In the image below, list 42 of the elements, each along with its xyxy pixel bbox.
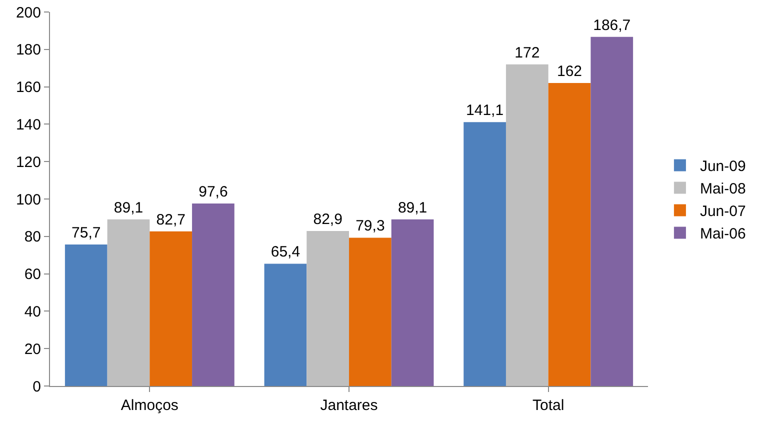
y-tick-label: 20: [24, 340, 41, 358]
bar: [264, 264, 307, 386]
data-label: 65,4: [270, 244, 300, 261]
y-tick-label: 40: [24, 303, 41, 320]
data-label: 89,1: [398, 199, 428, 216]
y-tick-label: 200: [16, 4, 41, 22]
y-tick-label: 140: [16, 116, 41, 134]
data-label: 82,7: [156, 211, 186, 228]
data-label: 162: [556, 63, 582, 80]
bar: [192, 203, 234, 386]
y-tick-label: 60: [24, 266, 41, 284]
bar: [506, 64, 548, 386]
bar: [349, 238, 392, 386]
y-tick-label: 120: [16, 154, 41, 171]
data-label: 97,6: [198, 183, 228, 200]
legend-label: Jun-09: [700, 158, 746, 176]
x-tick-label: Almoços: [120, 397, 178, 414]
bar: [64, 244, 108, 386]
data-label: 186,7: [593, 16, 631, 34]
data-label: 141,1: [466, 102, 504, 120]
y-tick-label: 0: [32, 378, 41, 396]
bar: [150, 231, 192, 386]
data-label: 172: [514, 44, 540, 62]
data-label: 82,9: [313, 210, 342, 228]
bar: [107, 219, 150, 386]
bar: [548, 83, 591, 386]
data-label: 79,3: [356, 218, 385, 235]
x-tick-label: Jantares: [320, 397, 378, 414]
y-tick-label: 180: [16, 42, 41, 59]
data-label: 75,7: [72, 224, 101, 242]
y-tick-label: 100: [16, 191, 41, 208]
legend-label: Mai-08: [700, 180, 746, 198]
bar: [464, 122, 506, 386]
legend-label: Mai-06: [700, 226, 746, 243]
y-tick-label: 80: [24, 228, 41, 246]
x-tick-label: Total: [532, 397, 564, 414]
y-tick-label: 160: [16, 79, 41, 96]
bar: [391, 219, 434, 386]
bar: [306, 230, 349, 386]
bar: [590, 36, 634, 386]
legend-label: Jun-07: [700, 203, 746, 220]
data-label: 89,1: [114, 199, 144, 216]
